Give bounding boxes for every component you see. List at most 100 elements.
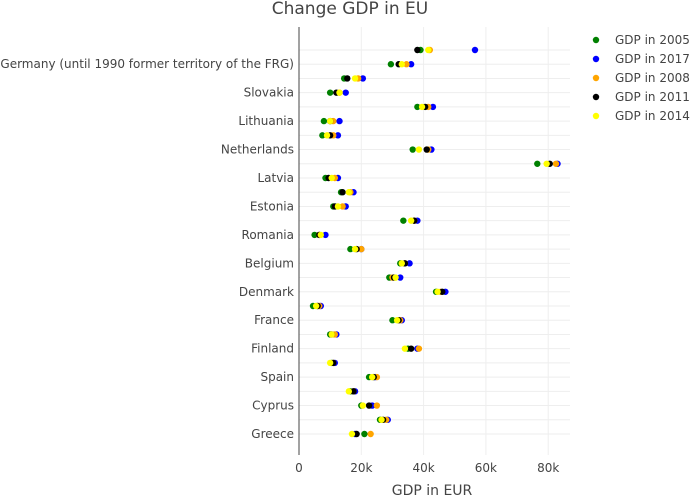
- data-point: [323, 132, 331, 139]
- data-point: [434, 288, 441, 295]
- legend-label: GDP in 2008: [615, 71, 690, 85]
- data-point: [406, 260, 413, 267]
- legend-label: GDP in 2005: [615, 33, 690, 47]
- data-point: [365, 402, 373, 409]
- data-point: [378, 416, 385, 423]
- data-point: [326, 359, 334, 367]
- y-tick-label: Belgium: [245, 256, 294, 270]
- data-point: [347, 245, 354, 253]
- data-point: [351, 75, 359, 82]
- data-point: [414, 46, 421, 54]
- data-point: [401, 345, 409, 352]
- legend-marker: [592, 93, 600, 101]
- y-tick-label: Estonia: [250, 199, 294, 213]
- data-point: [361, 430, 368, 438]
- x-tick-label: 0: [295, 461, 303, 475]
- data-point: [339, 203, 346, 210]
- y-tick-label: Finland: [251, 342, 294, 356]
- x-axis-title: GDP in EUR: [392, 483, 473, 499]
- y-tick-label: Greece: [251, 427, 294, 441]
- data-point: [317, 231, 325, 239]
- y-tick-label: Netherlands: [221, 143, 294, 157]
- legend-item[interactable]: GDP in 2005: [592, 33, 690, 47]
- x-tick-label: 80k: [537, 461, 559, 475]
- data-point: [534, 160, 541, 167]
- data-point: [336, 117, 343, 125]
- data-point: [425, 46, 432, 54]
- data-point: [392, 274, 399, 281]
- data-point: [336, 89, 343, 96]
- data-point: [423, 146, 430, 153]
- data-point: [326, 89, 334, 96]
- data-point: [414, 103, 421, 111]
- y-tick-label: Germany (until 1990 former territory of …: [0, 57, 294, 71]
- y-tick-label: Romania: [242, 228, 294, 242]
- data-point: [311, 231, 318, 239]
- data-point: [319, 132, 326, 139]
- x-tick-label: 40k: [412, 461, 434, 475]
- y-tick-label: France: [254, 313, 294, 327]
- data-point: [353, 430, 360, 438]
- data-point: [351, 245, 359, 253]
- data-point: [429, 103, 437, 111]
- legend-label: GDP in 2011: [615, 90, 690, 104]
- legend-item[interactable]: GDP in 2011: [592, 90, 690, 104]
- y-tick-label: Lithuania: [238, 114, 294, 128]
- data-point: [367, 430, 374, 438]
- data-point: [552, 160, 560, 167]
- data-point: [398, 61, 405, 68]
- data-point: [350, 388, 357, 395]
- legend-item[interactable]: GDP in 2014: [592, 109, 690, 123]
- data-point: [369, 373, 376, 381]
- legend-marker: [592, 55, 600, 63]
- data-point: [471, 46, 479, 54]
- x-tick-label: 60k: [475, 461, 497, 475]
- data-point: [407, 217, 415, 224]
- points-layer: [309, 46, 561, 438]
- data-point: [415, 345, 423, 352]
- data-point: [409, 146, 416, 153]
- data-point: [359, 75, 367, 82]
- x-tick-label: 20k: [350, 461, 372, 475]
- legend-marker: [592, 74, 600, 82]
- y-tick-label: Cyprus: [252, 399, 294, 413]
- data-point: [439, 288, 446, 295]
- y-tick-label: Spain: [260, 370, 294, 384]
- data-point: [359, 402, 367, 409]
- data-point: [543, 160, 550, 167]
- data-point: [334, 203, 342, 210]
- data-point: [407, 61, 415, 68]
- data-point: [328, 174, 335, 182]
- data-point: [348, 430, 356, 438]
- data-point: [344, 75, 351, 82]
- legend-item[interactable]: GDP in 2008: [592, 71, 690, 85]
- legend-label: GDP in 2017: [615, 52, 690, 66]
- data-point: [326, 117, 334, 125]
- legend-item[interactable]: GDP in 2017: [592, 52, 690, 66]
- chart-title: Change GDP in EU: [272, 0, 429, 19]
- data-point: [358, 245, 365, 253]
- data-point: [345, 388, 353, 395]
- data-point: [342, 89, 349, 96]
- data-point: [328, 331, 335, 338]
- legend-layer[interactable]: GDP in 2005 GDP in 2017 GDP in 2008 GDP in …: [592, 33, 690, 123]
- data-point: [418, 103, 426, 111]
- y-tick-label: Slovakia: [244, 86, 294, 100]
- data-point: [389, 317, 396, 324]
- legend-marker: [592, 36, 600, 44]
- data-point: [339, 189, 346, 196]
- data-point: [398, 260, 405, 267]
- data-point: [312, 302, 320, 310]
- data-point: [373, 402, 381, 409]
- y-tick-label: Denmark: [239, 285, 294, 299]
- data-point: [393, 317, 401, 324]
- data-point: [397, 274, 404, 281]
- axis-layer: 0 20k 40k 60k 80k Greece Cyprus Spain Finland Fra…: [0, 27, 559, 475]
- y-tick-label: Latvia: [257, 171, 294, 185]
- data-point: [400, 217, 407, 224]
- data-point: [320, 117, 328, 125]
- data-point: [415, 146, 423, 153]
- data-point: [387, 61, 395, 68]
